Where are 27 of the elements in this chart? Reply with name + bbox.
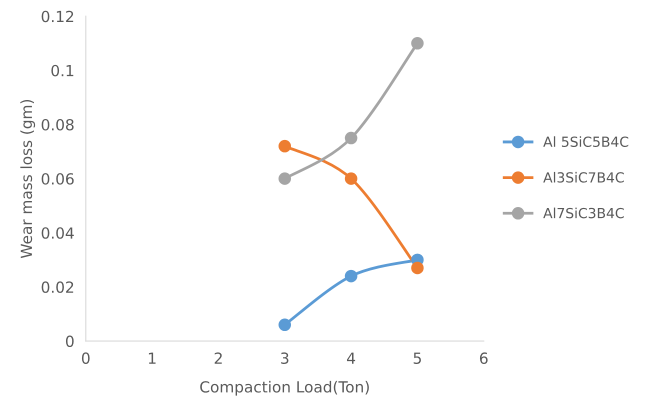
point [344,172,358,185]
point [278,318,292,332]
y-tick-label: 0.12 [42,10,74,22]
x-tick-label: 1 [148,352,156,364]
point [411,262,424,274]
x-tick-label: 0 [82,352,90,364]
y-tick-label: 0 [66,336,74,348]
x-tick-label: 5 [414,352,421,364]
point [278,172,292,185]
legend-label: Al3SiC7B4C [543,172,624,183]
point [411,37,424,50]
legend-label: Al 5SiC5B4C [543,136,628,148]
x-axis-title: Compaction Load(Ton) [200,380,369,396]
y-tick-label: 0.04 [42,227,74,239]
legend-label: Al7SiC3B4C [543,208,624,218]
x-tick-label: 6 [480,352,488,364]
x-tick-label: 2 [214,352,222,364]
y-tick-label: 0.1 [51,64,74,76]
x-tick-label: 3 [281,352,288,364]
point [344,270,358,282]
point [278,140,292,152]
y-axis-title: Wear mass loss (gm) [20,100,36,258]
y-tick-label: 0.02 [42,281,74,293]
point [344,132,358,144]
y-tick-label: 0.06 [42,173,74,185]
y-tick-label: 0.08 [42,118,74,131]
x-tick-label: 4 [346,352,356,364]
